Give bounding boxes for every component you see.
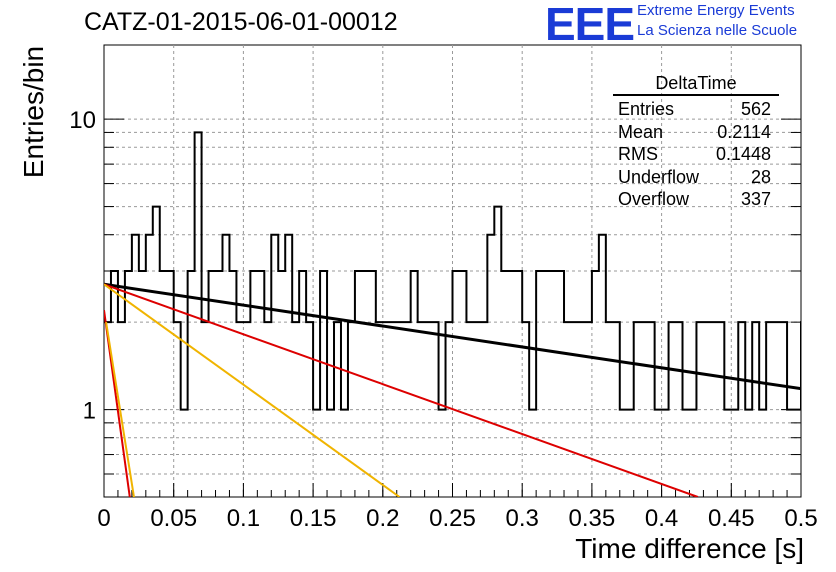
logo-line-1: Extreme Energy Events [637,2,795,19]
fit-line [104,282,801,391]
x-tick-label: 0.3 [506,505,539,532]
stat-label: RMS [618,144,658,164]
y-tick-label: 1 [83,398,96,425]
stat-value: 0.1448 [715,144,771,164]
stat-value: 28 [750,166,771,187]
y-axis-ticks: 1 10 [69,107,801,475]
x-tick-label: 0.2 [366,505,399,532]
stat-row-mean: Mean 0.2114 [613,121,779,144]
x-tick-label: 0.15 [290,505,337,532]
x-tick-label: 0.45 [708,505,755,532]
x-tick-label: 0.4 [645,505,678,532]
fit-line [104,283,401,497]
fit-line [105,321,135,497]
x-axis-label: Time difference [s] [575,533,804,564]
x-tick-label: 0.1 [227,505,260,532]
stat-value: 562 [740,99,771,119]
stat-label: Overflow [618,189,690,209]
eee-logo: EEE [545,0,635,50]
stats-box: DeltaTime Entries 562 Mean 0.2114 RMS 0.… [613,73,779,211]
chart-title: CATZ-01-2015-06-01-00012 [84,8,398,36]
stat-row-overflow: Overflow 337 [613,188,779,211]
stat-value: 337 [740,189,771,209]
fit-curves [104,282,801,497]
stat-value: 0.2114 [717,121,771,142]
stat-row-entries: Entries 562 [613,98,779,121]
x-axis-ticks: 0 0.05 0.1 0.15 0.2 0.25 0.3 0.35 0.4 0.45 0.5 [97,483,818,532]
stat-label: Entries [618,99,675,119]
stat-label: Underflow [618,166,700,187]
y-axis-label: Entries/bin [18,45,49,179]
x-tick-label: 0.35 [569,505,616,532]
stat-row-underflow: Underflow 28 [613,166,779,189]
stat-label: Mean [618,121,664,142]
y-tick-label: 10 [69,107,96,134]
x-tick-label: 0.25 [429,505,476,532]
stats-title: DeltaTime [613,73,779,96]
x-tick-label: 0.5 [784,505,817,532]
stat-row-rms: RMS 0.1448 [613,143,779,166]
histogram-bars [104,131,801,411]
x-tick-label: 0.05 [150,505,197,532]
x-tick-label: 0 [97,505,110,532]
histogram-series [104,131,801,411]
logo-line-2: La Scienza nelle Scuole [637,22,798,39]
fit-line [104,283,699,497]
